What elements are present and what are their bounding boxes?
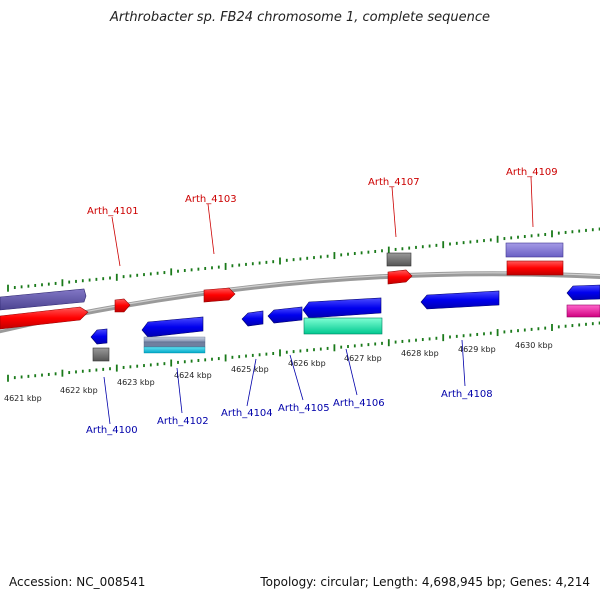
- gene-label[interactable]: Arth_4105: [278, 403, 330, 414]
- kbp-label: 4627 kbp: [344, 354, 382, 363]
- gene-block[interactable]: [303, 317, 383, 335]
- gene-block[interactable]: [506, 260, 564, 276]
- label-leader: [391, 186, 397, 238]
- label-leader: [246, 358, 257, 407]
- gene-label[interactable]: Arth_4104: [221, 408, 273, 419]
- gene-arrow[interactable]: [203, 287, 236, 303]
- gene-arrow[interactable]: [566, 284, 600, 301]
- forward-features: [0, 242, 564, 330]
- label-leader: [176, 367, 183, 414]
- gene-block[interactable]: [143, 346, 206, 354]
- label-leader: [289, 354, 304, 401]
- gene-block[interactable]: [92, 347, 110, 362]
- chromosome-backbone: [0, 271, 600, 334]
- label-leader: [530, 176, 534, 228]
- kbp-label: 4622 kbp: [60, 386, 98, 395]
- kbp-label: 4621 kbp: [4, 394, 42, 403]
- gene-label[interactable]: Arth_4106: [333, 398, 385, 409]
- kbp-label: 4623 kbp: [117, 378, 155, 387]
- gene-block[interactable]: [143, 341, 206, 348]
- label-leader: [345, 348, 358, 396]
- kbp-label: 4624 kbp: [174, 371, 212, 380]
- gene-arrow[interactable]: [0, 288, 87, 311]
- gene-arrow[interactable]: [90, 328, 108, 345]
- kbp-label: 4625 kbp: [231, 365, 269, 374]
- accession-label: Accession: NC_008541: [9, 575, 146, 589]
- label-leader: [111, 216, 121, 267]
- forward-tick-track: [7, 227, 600, 292]
- gene-arrow[interactable]: [267, 306, 303, 324]
- gene-arrow[interactable]: [141, 316, 204, 338]
- gene-label[interactable]: Arth_4102: [157, 416, 209, 427]
- gene-label[interactable]: Arth_4108: [441, 389, 493, 400]
- gene-label[interactable]: Arth_4101: [87, 206, 139, 217]
- gene-block[interactable]: [386, 252, 412, 267]
- kbp-label: 4629 kbp: [458, 345, 496, 354]
- label-leader: [207, 203, 215, 255]
- gene-label[interactable]: Arth_4100: [86, 425, 138, 436]
- gene-label[interactable]: Arth_4103: [185, 194, 237, 205]
- reverse-tick-track: [7, 321, 600, 382]
- reverse-gene-labels: Arth_4100 Arth_4102 Arth_4104 Arth_4105 …: [86, 339, 493, 436]
- gene-arrow[interactable]: [420, 290, 500, 310]
- label-leader: [461, 339, 466, 387]
- label-leader: [103, 376, 111, 425]
- kbp-scale: 4621 kbp 4622 kbp 4623 kbp 4624 kbp 4625…: [4, 341, 553, 403]
- kbp-label: 4628 kbp: [401, 349, 439, 358]
- gene-arrow[interactable]: [114, 298, 131, 313]
- gene-label[interactable]: Arth_4107: [368, 177, 420, 188]
- map-title: Arthrobacter sp. FB24 chromosome 1, comp…: [109, 10, 491, 25]
- kbp-label: 4626 kbp: [288, 359, 326, 368]
- gene-block[interactable]: [505, 242, 564, 258]
- gene-block[interactable]: [143, 336, 206, 343]
- gene-arrow[interactable]: [387, 269, 413, 285]
- kbp-label: 4630 kbp: [515, 341, 553, 350]
- chromosome-backbone-highlight: [0, 272, 600, 331]
- gene-label[interactable]: Arth_4109: [506, 167, 558, 178]
- gene-arrow[interactable]: [241, 310, 264, 327]
- gene-arrow[interactable]: [0, 306, 89, 330]
- gene-arrow[interactable]: [302, 297, 382, 319]
- topology-summary: Topology: circular; Length: 4,698,945 bp…: [260, 575, 590, 589]
- gene-block[interactable]: [566, 304, 600, 318]
- reverse-features: [90, 284, 600, 362]
- forward-gene-labels: Arth_4101 Arth_4103 Arth_4107 Arth_4109: [87, 167, 558, 267]
